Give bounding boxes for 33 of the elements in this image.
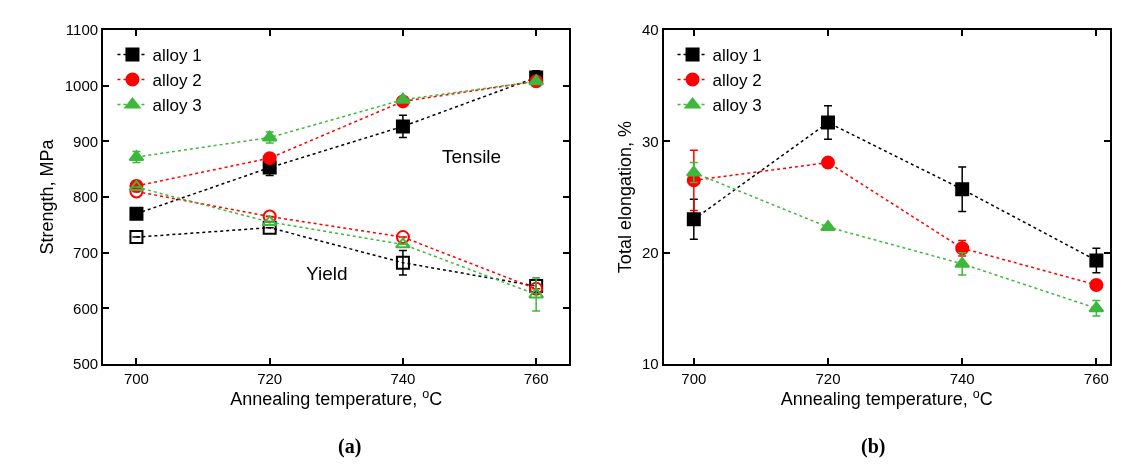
y-axis-title: Total elongation, % [614,121,635,274]
y-tick-label: 700 [73,243,99,261]
y-axis-title: Strength, MPa [37,138,58,255]
text: (a) [338,435,362,458]
y-tick-label: 500 [73,355,99,373]
y-tick-label: 900 [73,132,99,150]
x-tick-label: 720 [257,369,283,387]
y-tick-label: 800 [73,188,99,206]
legend-label: alloy 2 [712,71,762,91]
legend-label: alloy 1 [712,46,762,66]
y-tick-label: 600 [73,299,99,317]
y-tick-label: 1100 [65,21,99,39]
text: (b) [861,435,886,458]
legend-label: alloy 2 [152,71,202,91]
y-tick-label: 30 [641,132,659,150]
legend-label: alloy 1 [152,46,202,66]
y-tick-label: 20 [641,243,659,261]
x-tick-label: 720 [815,369,841,387]
x-axis-title: Annealing temperature, $^{o}$C [230,386,443,410]
x-tick-label: 700 [123,369,149,387]
legend-label: alloy 3 [152,96,202,116]
annotation: Yield [306,263,348,284]
x-tick-label: 760 [523,369,549,387]
x-tick-label: 740 [390,369,416,387]
annotation: Tensile [442,146,502,167]
y-tick-label: 10 [641,355,659,373]
y-tick-label: 40 [641,21,659,39]
x-tick-label: 700 [681,369,707,387]
legend-label: alloy 3 [712,96,762,116]
x-tick-label: 740 [949,369,975,387]
y-tick-label: 1000 [64,77,99,95]
x-axis-title: Annealing temperature, $^{o}$C [780,386,993,410]
x-tick-label: 760 [1083,369,1109,387]
